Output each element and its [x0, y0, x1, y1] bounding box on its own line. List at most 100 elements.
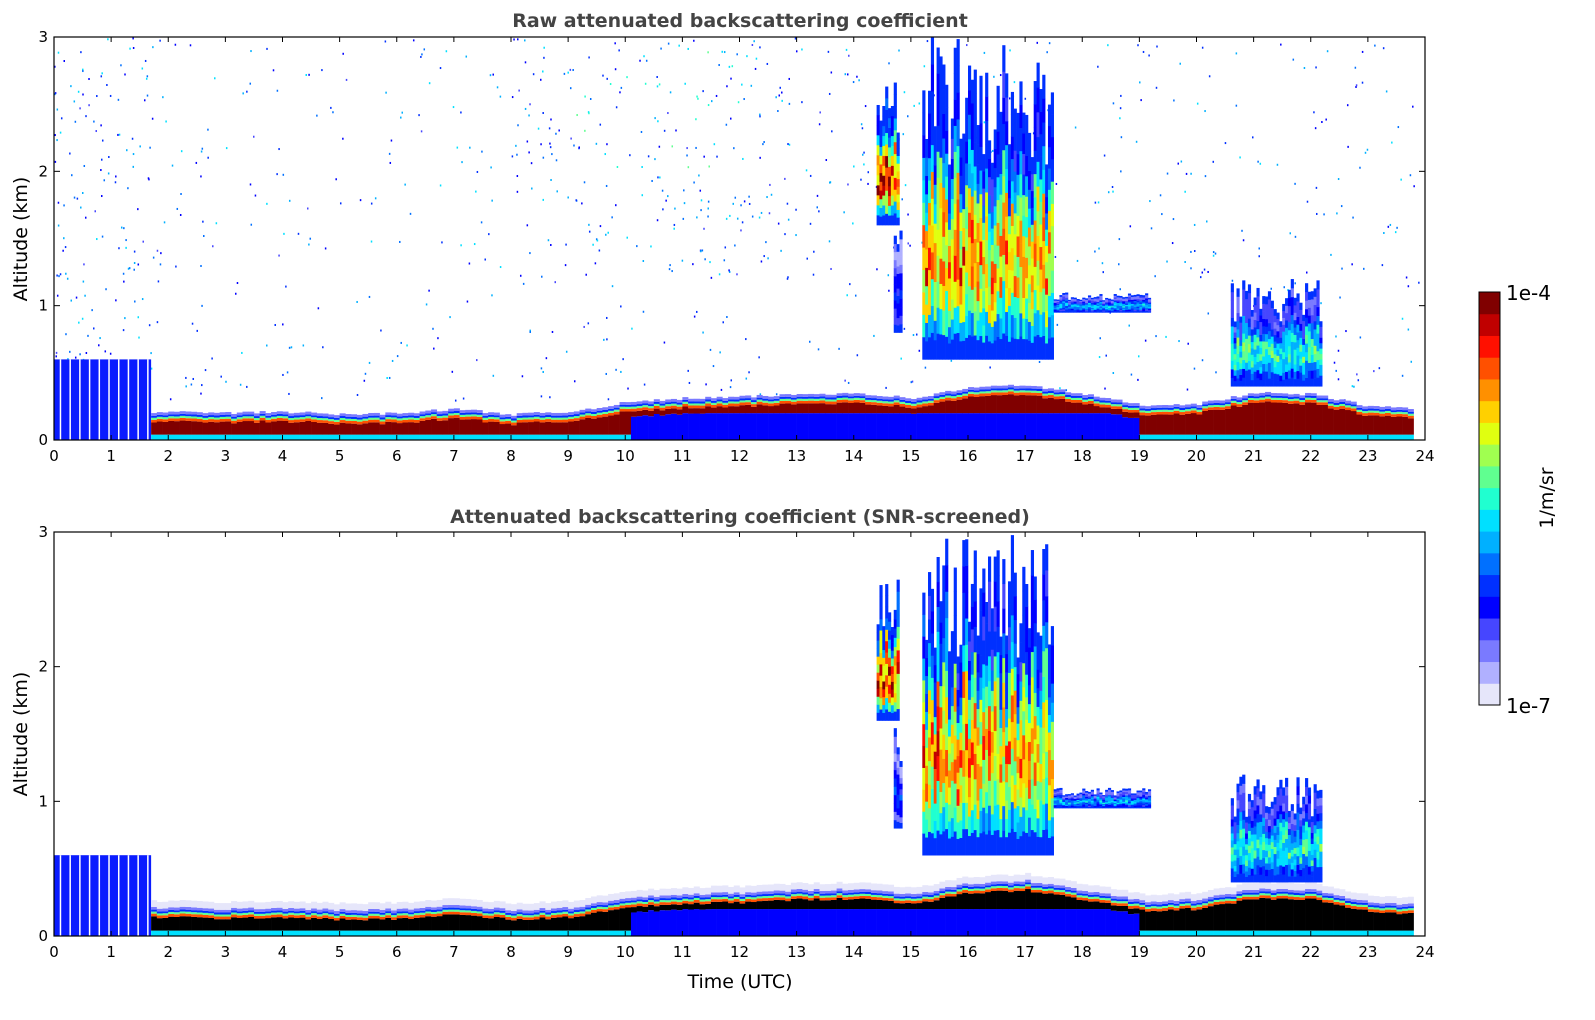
boundary-layer-halo: [459, 898, 466, 906]
cloud-cell: [979, 170, 983, 195]
cloud-cell: [990, 211, 995, 229]
cloud-cell: [1250, 354, 1254, 362]
boundary-layer-cell: [922, 396, 929, 400]
cloud-cell: [1027, 170, 1032, 190]
boundary-layer-cell: [870, 899, 877, 910]
cloud-cell: [1056, 307, 1060, 309]
noise-pixel: [687, 166, 690, 169]
noise-pixel: [374, 197, 377, 200]
boundary-layer-cell: [311, 908, 318, 912]
boundary-layer-cell: [590, 418, 597, 435]
boundary-layer-cell: [979, 386, 986, 390]
cloud-cell: [1079, 306, 1083, 308]
noise-pixel: [58, 275, 60, 278]
boundary-layer-cell: [391, 434, 398, 440]
noise-pixel: [1190, 267, 1192, 270]
x-tick-label: 23: [1358, 447, 1377, 465]
noise-pixel: [723, 51, 726, 54]
boundary-layer-cell: [1150, 410, 1157, 413]
boundary-layer-cell: [613, 906, 620, 910]
boundary-layer-cell: [956, 887, 963, 890]
boundary-layer-cell: [402, 913, 409, 916]
boundary-layer-cell: [345, 423, 352, 435]
noise-pixel: [720, 388, 723, 391]
noise-pixel: [1076, 259, 1079, 262]
noise-pixel: [1337, 178, 1340, 181]
cloud-cell: [1145, 304, 1149, 307]
cloud-cell: [1136, 297, 1140, 300]
boundary-layer-cell: [225, 919, 232, 931]
boundary-layer-cell: [933, 895, 940, 898]
boundary-layer-cell: [790, 909, 797, 936]
cloud-cell: [1125, 309, 1129, 312]
boundary-layer-halo: [968, 877, 975, 885]
noise-pixel: [862, 153, 864, 156]
boundary-layer-cell: [1322, 398, 1329, 401]
noise-pixel: [1166, 172, 1169, 175]
boundary-layer-cell: [630, 406, 637, 409]
cloud-cell: [1293, 327, 1297, 335]
boundary-layer-cell: [488, 930, 495, 936]
boundary-layer-cell: [722, 901, 729, 910]
boundary-layer-cell: [676, 902, 683, 905]
noise-pixel: [542, 70, 544, 73]
cloud-cell: [1247, 318, 1252, 328]
boundary-layer-cell: [1127, 412, 1134, 418]
boundary-layer-cell: [1196, 405, 1203, 408]
boundary-layer-cell: [1047, 391, 1054, 394]
boundary-layer-cell: [1019, 884, 1026, 887]
boundary-layer-cell: [722, 413, 729, 440]
boundary-layer-cell: [562, 913, 569, 917]
cloud-cell: [1319, 353, 1323, 360]
boundary-layer-cell: [242, 421, 249, 435]
cloud-cell: [973, 238, 977, 264]
noise-pixel: [339, 202, 342, 205]
boundary-layer-cell: [819, 909, 826, 936]
cloud-cell: [885, 109, 889, 122]
boundary-layer-cell: [608, 905, 615, 908]
boundary-layer-cell: [1362, 413, 1369, 416]
boundary-layer-cell: [808, 400, 815, 404]
boundary-layer-cell: [836, 897, 843, 910]
boundary-layer-cell: [265, 911, 272, 914]
boundary-layer-cell: [1167, 434, 1174, 440]
boundary-layer-cell: [688, 894, 695, 898]
cloud-cell: [1319, 332, 1323, 338]
boundary-layer-cell: [1253, 393, 1260, 397]
boundary-layer-cell: [962, 890, 969, 893]
cloud-cell: [876, 145, 880, 156]
noise-pixel: [321, 69, 323, 72]
boundary-layer-cell: [785, 403, 792, 414]
boundary-layer-cell: [1207, 400, 1214, 404]
boundary-layer-halo: [802, 882, 809, 890]
boundary-layer-cell: [830, 401, 837, 405]
noise-pixel: [105, 288, 107, 291]
boundary-layer-cell: [476, 419, 483, 435]
cloud-cell: [1285, 349, 1289, 358]
boundary-layer-cell: [590, 411, 597, 414]
cloud-cell: [1062, 299, 1066, 302]
boundary-layer-cell: [705, 413, 712, 440]
cloud-cell: [990, 261, 995, 278]
cloud-cell: [1247, 284, 1252, 294]
boundary-layer-halo: [790, 882, 797, 890]
noise-pixel: [1235, 52, 1238, 55]
boundary-layer-cell: [1070, 413, 1077, 440]
boundary-layer-cell: [568, 421, 575, 435]
boundary-layer-cell: [670, 413, 677, 440]
cloud-cell: [1145, 301, 1149, 304]
boundary-layer-cell: [625, 930, 632, 936]
boundary-layer-cell: [476, 414, 483, 417]
noise-pixel: [1326, 50, 1329, 53]
cloud-cell: [1285, 320, 1289, 328]
boundary-layer-cell: [379, 930, 386, 936]
noise-pixel: [592, 243, 594, 246]
noise-pixel: [759, 113, 761, 116]
cloud-cell: [1045, 310, 1049, 328]
y-tick-label: 0: [38, 431, 48, 449]
boundary-layer-cell: [1030, 413, 1037, 440]
noise-pixel: [201, 304, 203, 307]
cloud-cell: [1256, 328, 1260, 338]
boundary-layer-cell: [1002, 909, 1009, 936]
cloud-cell: [1136, 306, 1140, 309]
